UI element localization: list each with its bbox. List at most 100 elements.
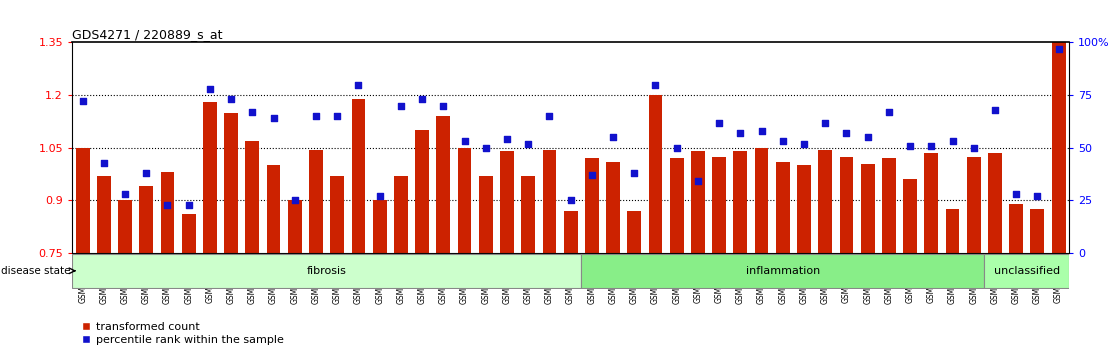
Point [880, 109, 897, 115]
Point [499, 137, 516, 142]
Point [307, 113, 325, 119]
Text: inflammation: inflammation [746, 266, 820, 276]
Bar [246, 141, 259, 253]
Bar [903, 179, 917, 253]
Bar [72, 254, 582, 288]
Point [752, 128, 770, 134]
Bar [75, 148, 90, 253]
Bar [521, 176, 535, 253]
Bar [140, 187, 153, 253]
Point [223, 97, 240, 102]
Bar [182, 215, 196, 253]
Bar [733, 151, 747, 253]
Bar [288, 200, 301, 253]
Point [520, 141, 537, 147]
Point [583, 172, 601, 178]
Bar [394, 176, 408, 253]
Point [455, 139, 473, 144]
Point [201, 86, 218, 92]
Point [286, 198, 304, 203]
Text: GDS4271 / 220889_s_at: GDS4271 / 220889_s_at [72, 28, 223, 41]
Point [986, 107, 1004, 113]
Point [923, 143, 941, 149]
Point [371, 193, 389, 199]
Point [731, 130, 749, 136]
Bar [648, 95, 663, 253]
Bar [840, 156, 853, 253]
Point [74, 99, 92, 104]
Point [265, 115, 283, 121]
Bar [1051, 42, 1066, 253]
Point [116, 191, 134, 197]
Bar [1009, 204, 1023, 253]
Bar [330, 176, 345, 253]
Point [137, 170, 155, 176]
Text: fibrosis: fibrosis [307, 266, 347, 276]
Bar [582, 254, 984, 288]
Bar [224, 113, 238, 253]
Bar [882, 158, 895, 253]
Point [1007, 191, 1025, 197]
Point [625, 170, 643, 176]
Point [350, 82, 368, 87]
Point [796, 141, 813, 147]
Point [689, 179, 707, 184]
Bar [416, 130, 429, 253]
Bar [984, 254, 1069, 288]
Point [817, 120, 834, 125]
Bar [119, 200, 132, 253]
Bar [479, 176, 493, 253]
Bar [1030, 209, 1044, 253]
Bar [203, 102, 217, 253]
Bar [967, 156, 981, 253]
Bar [755, 148, 769, 253]
Bar [797, 165, 811, 253]
Bar [543, 149, 556, 253]
Text: disease state: disease state [1, 266, 71, 276]
Bar [267, 165, 280, 253]
Bar [924, 153, 938, 253]
Point [158, 202, 176, 207]
Point [476, 145, 494, 151]
Point [562, 198, 579, 203]
Point [838, 130, 855, 136]
Bar [309, 149, 322, 253]
Bar [564, 211, 577, 253]
Bar [712, 156, 726, 253]
Point [1028, 193, 1046, 199]
Bar [988, 153, 1002, 253]
Bar [437, 116, 450, 253]
Bar [691, 151, 705, 253]
Bar [670, 158, 684, 253]
Point [244, 109, 261, 115]
Point [604, 135, 622, 140]
Point [392, 103, 410, 108]
Text: unclassified: unclassified [994, 266, 1060, 276]
Bar [945, 209, 960, 253]
Point [647, 82, 665, 87]
Point [541, 113, 558, 119]
Point [901, 143, 919, 149]
Bar [585, 158, 598, 253]
Point [95, 160, 113, 165]
Bar [606, 162, 620, 253]
Point [773, 139, 791, 144]
Point [859, 135, 876, 140]
Point [413, 97, 431, 102]
Point [668, 145, 686, 151]
Bar [819, 149, 832, 253]
Bar [351, 99, 366, 253]
Bar [861, 164, 874, 253]
Point [1049, 46, 1067, 52]
Bar [458, 148, 471, 253]
Point [710, 120, 728, 125]
Legend: transformed count, percentile rank within the sample: transformed count, percentile rank withi… [78, 317, 289, 349]
Bar [161, 172, 174, 253]
Bar [627, 211, 642, 253]
Point [328, 113, 346, 119]
Point [944, 139, 962, 144]
Bar [776, 162, 790, 253]
Bar [372, 200, 387, 253]
Point [965, 145, 983, 151]
Bar [500, 151, 514, 253]
